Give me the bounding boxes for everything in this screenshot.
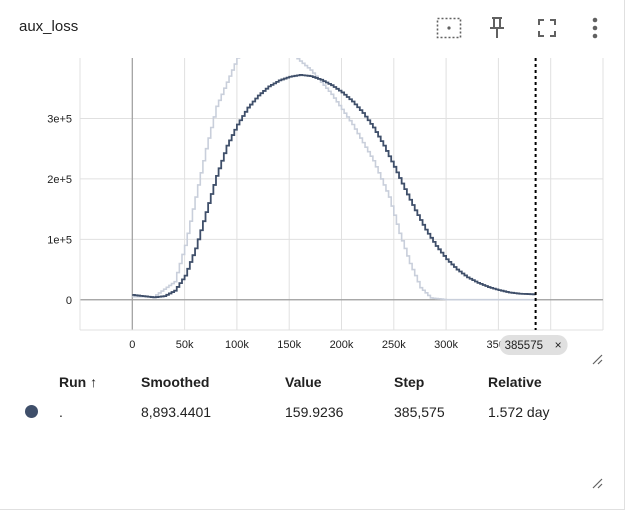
step-cursor-chip[interactable]: [499, 335, 568, 355]
run-color-swatch: [25, 405, 38, 418]
close-icon[interactable]: ×: [555, 338, 562, 352]
fullscreen-icon: [538, 19, 556, 37]
x-tick-label: 100k: [225, 339, 249, 351]
column-header-run[interactable]: Run ↑: [59, 374, 98, 390]
column-header-value[interactable]: Value: [285, 374, 322, 390]
table-cell-run: .: [59, 404, 63, 420]
pin-button[interactable]: [483, 14, 511, 42]
series-line-smoothed: [132, 74, 537, 299]
column-header-relative[interactable]: Relative: [488, 374, 542, 390]
more-options-button[interactable]: [581, 14, 609, 42]
fit-domain-button[interactable]: [435, 14, 463, 42]
line-chart[interactable]: 0 50k 100k 150k 200k 250k 300k 350k01e+52e+53e+…: [0, 50, 625, 360]
y-tick-label: 0: [66, 295, 72, 307]
y-tick-label: 2e+5: [47, 174, 72, 186]
resize-handle-icon[interactable]: [590, 476, 604, 490]
table-cell-value: 159.9236: [285, 404, 344, 420]
step-cursor-label: 385575: [505, 340, 543, 352]
table-cell-relative: 1.572 day: [488, 404, 550, 420]
table-cell-smoothed: 8,893.4401: [141, 404, 212, 420]
pin-icon: [490, 17, 504, 38]
x-tick-label: 200k: [330, 339, 354, 351]
fullscreen-button[interactable]: [533, 14, 561, 42]
x-tick-label: 300k: [434, 339, 458, 351]
card-title: aux_loss: [19, 18, 79, 35]
x-tick-label: 150k: [277, 339, 301, 351]
y-tick-label: 1e+5: [47, 234, 72, 246]
more-vert-icon: [592, 17, 598, 39]
x-tick-label: 50k: [176, 339, 194, 351]
column-header-smoothed[interactable]: Smoothed: [141, 374, 210, 390]
y-tick-label: 3e+5: [47, 113, 72, 125]
table-cell-step: 385,575: [394, 404, 445, 420]
resize-handle-icon[interactable]: [590, 352, 604, 366]
x-tick-label: 250k: [382, 339, 406, 351]
column-header-step[interactable]: Step: [394, 374, 425, 390]
fit-domain-icon: [436, 17, 462, 39]
x-tick-label: 0: [129, 339, 135, 351]
